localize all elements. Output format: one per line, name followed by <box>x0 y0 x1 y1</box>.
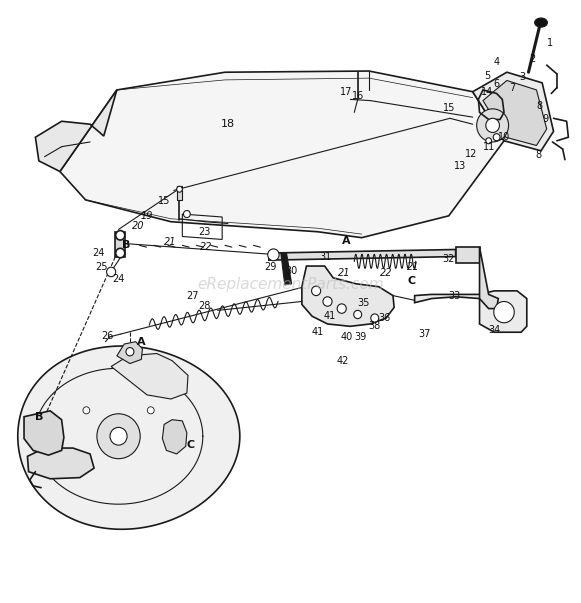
Text: 40: 40 <box>340 332 353 342</box>
Text: 14: 14 <box>481 87 493 96</box>
Polygon shape <box>115 232 125 257</box>
Polygon shape <box>111 353 188 399</box>
Circle shape <box>486 138 492 144</box>
Polygon shape <box>483 80 547 145</box>
Text: B: B <box>35 412 43 421</box>
Text: 17: 17 <box>340 87 353 96</box>
Circle shape <box>110 428 127 445</box>
Text: 37: 37 <box>418 329 431 339</box>
Polygon shape <box>456 247 479 263</box>
Text: 21: 21 <box>338 268 351 278</box>
Text: 32: 32 <box>443 254 455 264</box>
Text: 19: 19 <box>141 211 153 221</box>
Text: 11: 11 <box>482 142 495 152</box>
Text: 2: 2 <box>529 54 536 64</box>
Polygon shape <box>479 247 498 309</box>
Text: 41: 41 <box>311 327 324 337</box>
Text: 3: 3 <box>520 72 526 82</box>
Text: C: C <box>187 440 195 449</box>
Circle shape <box>116 230 125 240</box>
Text: 4: 4 <box>493 57 500 67</box>
Polygon shape <box>281 253 292 285</box>
Text: 1: 1 <box>547 37 553 48</box>
Circle shape <box>493 134 500 140</box>
Text: B: B <box>123 241 131 250</box>
Circle shape <box>476 109 508 142</box>
Circle shape <box>494 302 514 323</box>
Text: 23: 23 <box>198 227 210 237</box>
Text: 8: 8 <box>535 150 541 160</box>
Text: 6: 6 <box>493 79 500 89</box>
Text: 22: 22 <box>200 242 213 252</box>
Circle shape <box>184 210 191 218</box>
Text: 33: 33 <box>449 291 461 300</box>
Circle shape <box>354 311 362 318</box>
Circle shape <box>126 347 134 356</box>
Ellipse shape <box>535 18 547 27</box>
Text: 8: 8 <box>537 101 543 112</box>
Text: 18: 18 <box>221 119 235 129</box>
Circle shape <box>371 314 379 322</box>
Text: 24: 24 <box>112 274 125 284</box>
Text: A: A <box>137 336 146 347</box>
Text: 16: 16 <box>352 91 364 101</box>
Circle shape <box>337 304 346 314</box>
Circle shape <box>268 249 279 260</box>
Circle shape <box>83 459 89 466</box>
Polygon shape <box>18 346 240 529</box>
Text: 31: 31 <box>320 252 332 262</box>
Circle shape <box>83 407 89 414</box>
Text: 9: 9 <box>543 115 548 124</box>
Text: eReplacementParts.com: eReplacementParts.com <box>197 277 384 292</box>
Text: 12: 12 <box>465 149 478 159</box>
Circle shape <box>116 248 125 257</box>
Circle shape <box>106 267 116 277</box>
Polygon shape <box>302 266 394 326</box>
Text: 25: 25 <box>95 262 107 272</box>
Polygon shape <box>415 291 527 332</box>
Text: 35: 35 <box>357 298 370 308</box>
Polygon shape <box>35 90 117 171</box>
Text: 20: 20 <box>132 221 144 231</box>
Text: 27: 27 <box>187 291 199 300</box>
Text: 30: 30 <box>285 266 298 276</box>
Text: A: A <box>342 236 350 246</box>
Text: 21: 21 <box>163 238 176 247</box>
Text: 13: 13 <box>454 160 467 171</box>
Circle shape <box>323 297 332 306</box>
Polygon shape <box>473 72 554 151</box>
Polygon shape <box>24 411 64 455</box>
Text: 28: 28 <box>198 302 210 311</box>
Text: 29: 29 <box>264 262 277 272</box>
Polygon shape <box>269 250 456 260</box>
Polygon shape <box>177 186 182 200</box>
Polygon shape <box>27 448 94 479</box>
Text: 21: 21 <box>407 262 419 272</box>
Text: 26: 26 <box>101 331 113 341</box>
Circle shape <box>177 186 182 192</box>
Text: 10: 10 <box>498 132 510 142</box>
Text: 15: 15 <box>158 196 170 206</box>
Circle shape <box>486 118 500 133</box>
Text: C: C <box>407 276 415 286</box>
Polygon shape <box>117 342 142 364</box>
Text: 42: 42 <box>337 356 349 365</box>
Text: 39: 39 <box>354 332 366 342</box>
Text: 34: 34 <box>488 325 500 335</box>
Text: 7: 7 <box>510 83 516 93</box>
Polygon shape <box>163 420 187 454</box>
Text: 15: 15 <box>443 103 455 113</box>
Text: 41: 41 <box>323 311 335 321</box>
Text: 22: 22 <box>380 268 392 278</box>
Text: 38: 38 <box>368 321 381 331</box>
Circle shape <box>97 414 140 459</box>
Text: 5: 5 <box>484 71 490 81</box>
Polygon shape <box>60 71 504 238</box>
Circle shape <box>148 407 154 414</box>
Text: 36: 36 <box>378 313 390 323</box>
Text: 24: 24 <box>92 248 104 258</box>
Circle shape <box>311 286 321 295</box>
